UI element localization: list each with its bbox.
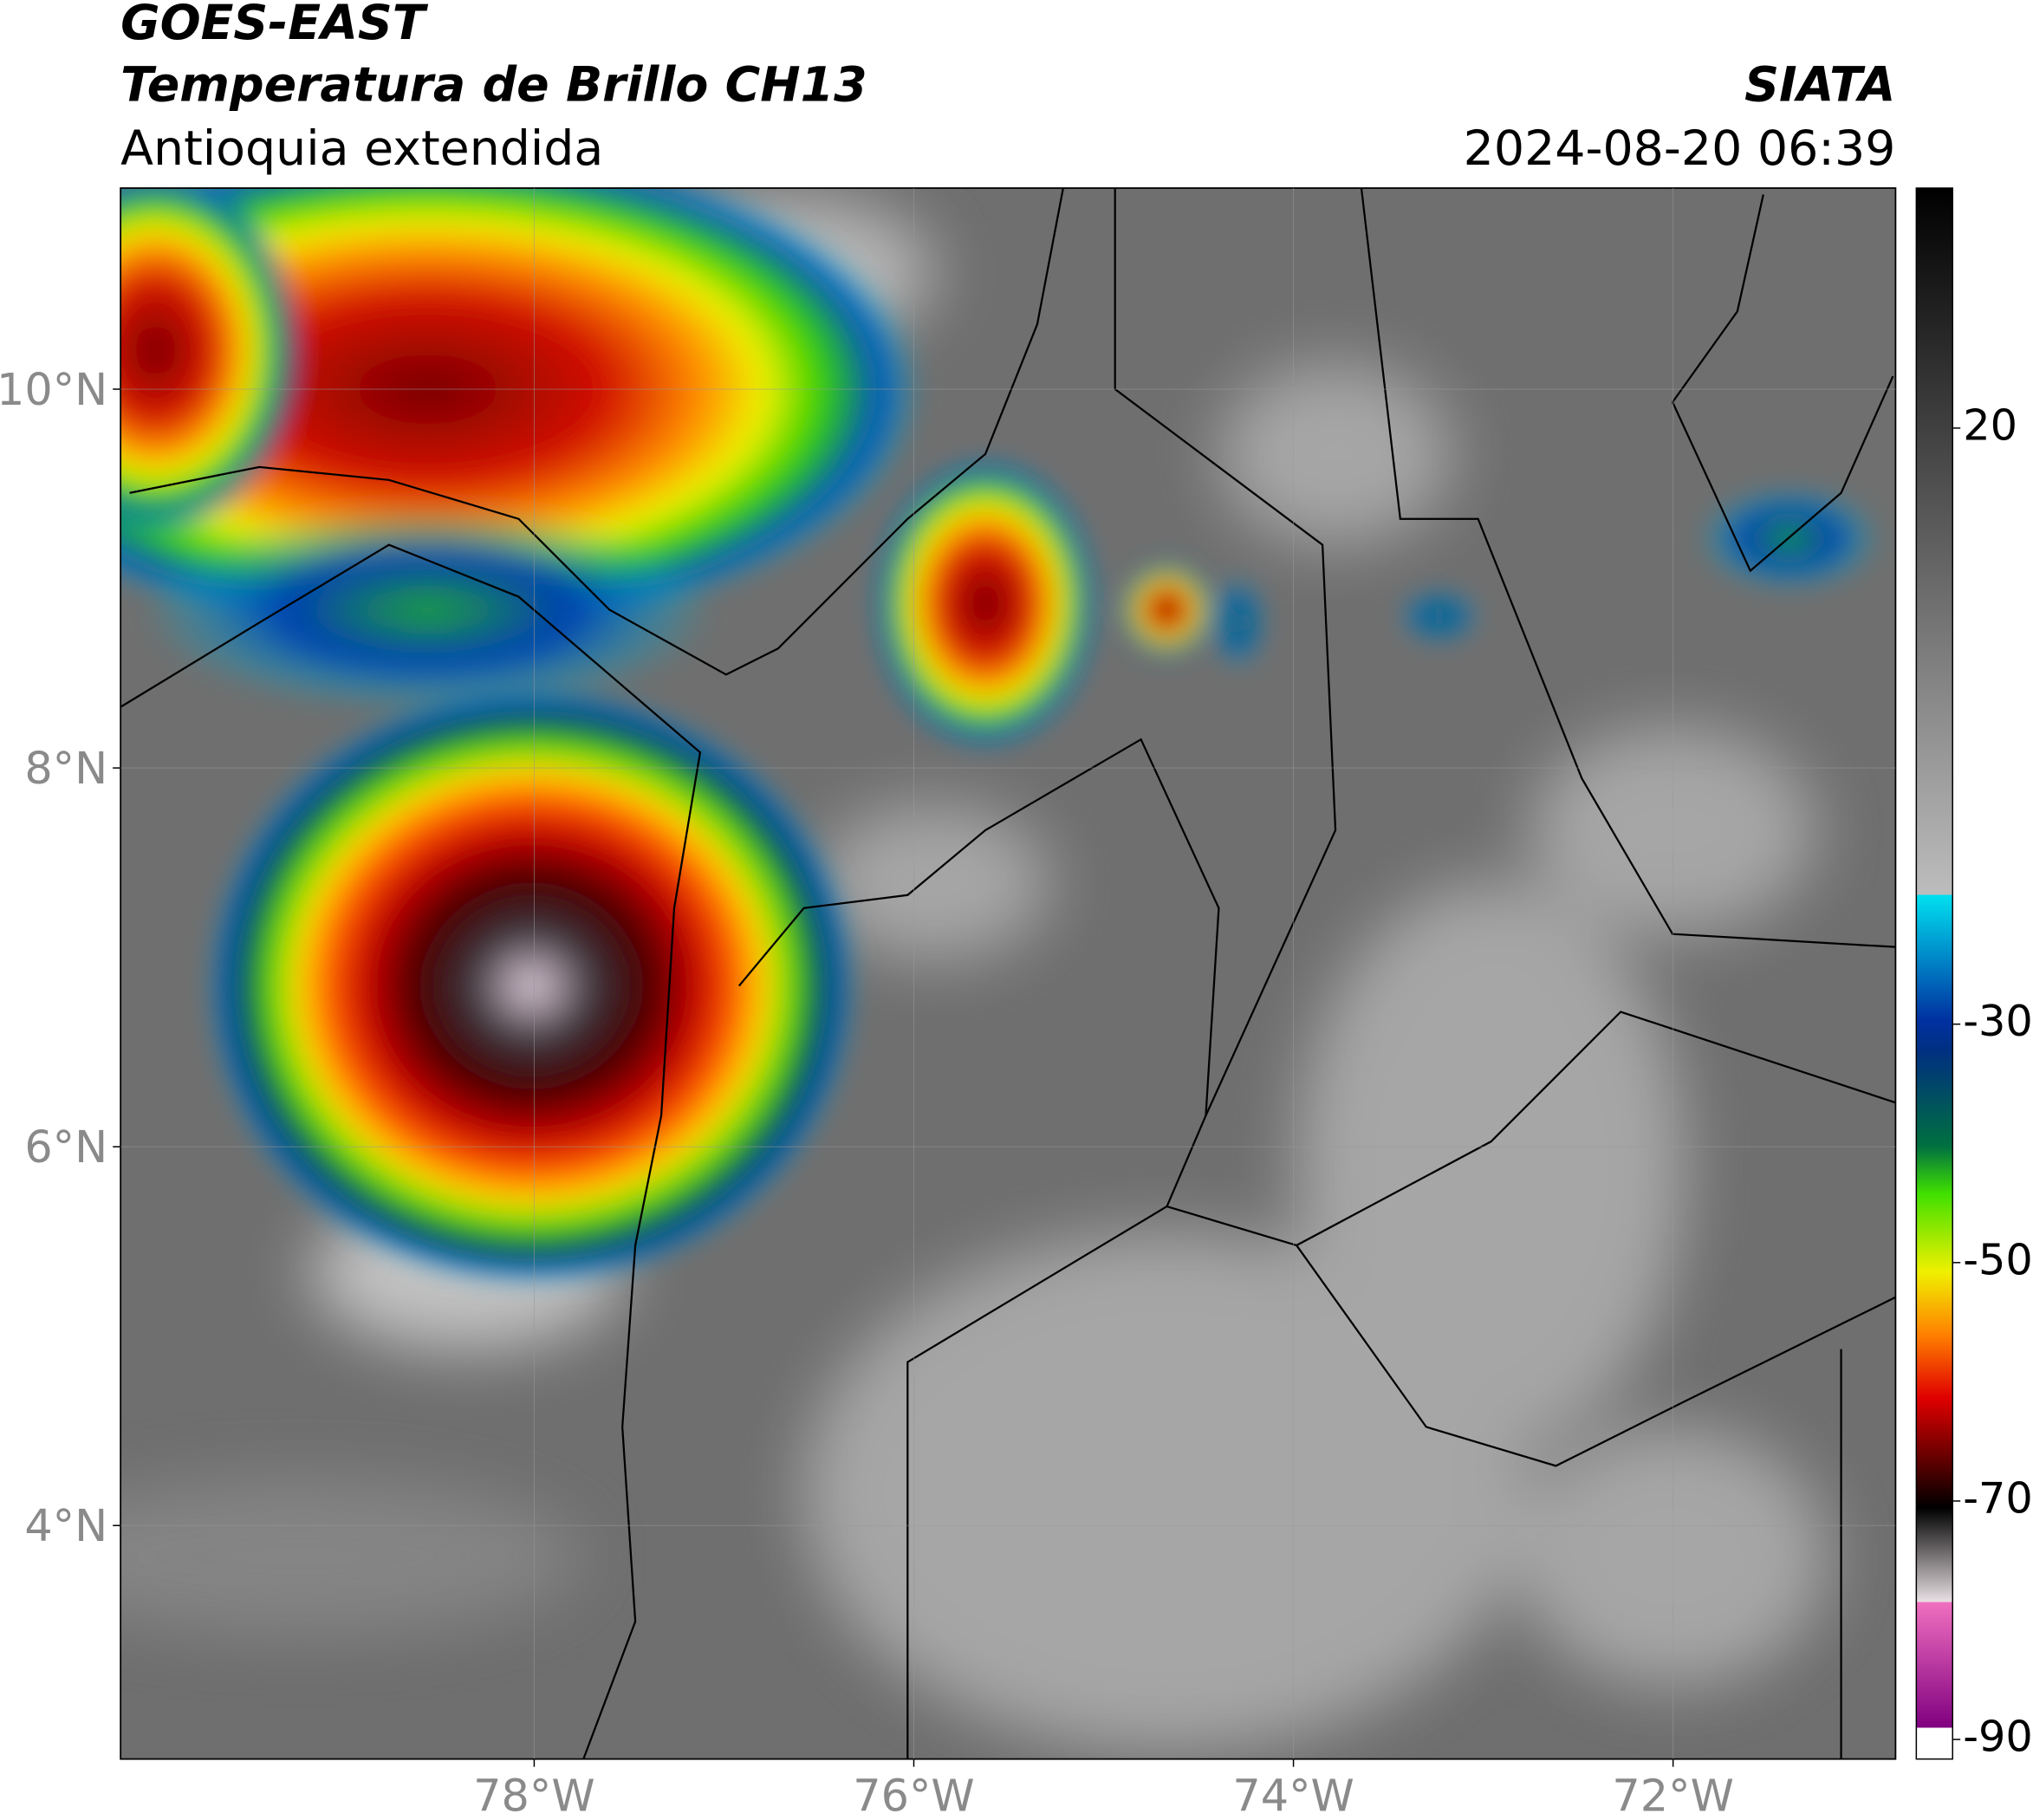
colorbar-label: -90 [1963,1712,2033,1762]
satellite-image [120,188,1896,1759]
lat-tick-label: 4°N [24,1500,107,1551]
colorbar-label: -70 [1963,1472,2033,1523]
lat-tick-label: 6°N [24,1121,107,1173]
title: GOES-EAST [120,0,429,51]
subtitle: Temperatura de Brillo CH13 [120,58,867,114]
lon-tick-label: 72°W [1612,1771,1733,1820]
colorbar [1915,187,1953,1760]
colorbar-label: 20 [1963,400,2017,450]
lat-tick-label: 8°N [24,743,107,794]
map-frame [120,187,1897,1760]
colorbar-label: -50 [1963,1234,2033,1284]
lon-tick-label: 78°W [473,1771,594,1820]
lon-tick-label: 76°W [853,1771,974,1820]
lat-tick-label: 10°N [0,364,107,415]
colorbar-label: -30 [1963,996,2033,1046]
region: Antioquia extendida [120,121,603,177]
lon-tick-label: 74°W [1232,1771,1354,1820]
source: SIATA [1744,58,1895,114]
timestamp: 2024-08-20 06:39 [1464,121,1896,177]
